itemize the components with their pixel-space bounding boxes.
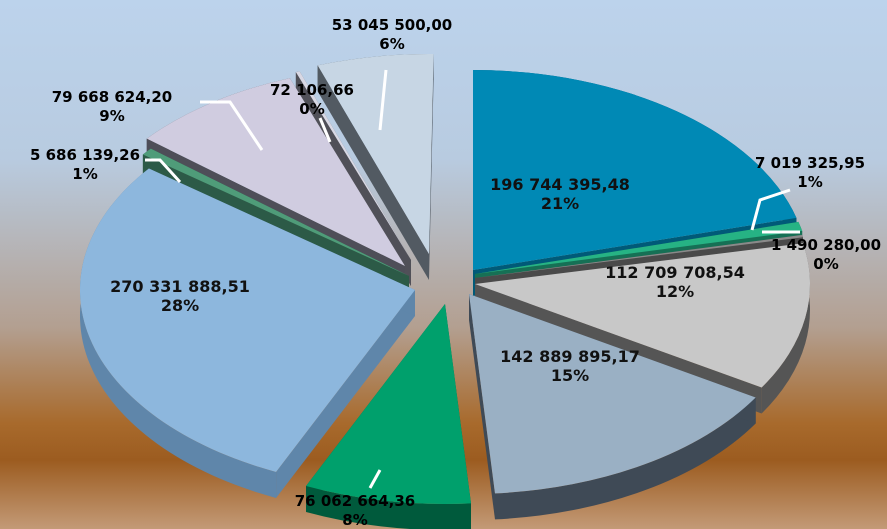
slice-value-label: 53 045 500,00 <box>332 16 453 34</box>
slice-value-label: 270 331 888,51 <box>110 277 250 296</box>
slice-percent-label: 1% <box>797 173 822 191</box>
slice-value-label: 196 744 395,48 <box>490 175 630 194</box>
slice-value-label: 142 889 895,17 <box>500 347 640 366</box>
leader-line <box>378 69 388 131</box>
slice-value-label: 79 668 624,20 <box>52 88 173 106</box>
pie-slice-wall <box>429 54 434 280</box>
leader-line <box>200 100 264 151</box>
slice-percent-label: 0% <box>299 100 324 118</box>
leader-line <box>368 469 382 489</box>
leader-line <box>145 158 182 184</box>
pie-slice <box>142 148 409 276</box>
slice-value-label: 1 490 280,00 <box>771 236 881 254</box>
leader-line <box>318 117 332 143</box>
slice-value-label: 76 062 664,36 <box>295 492 416 510</box>
slice-value-label: 7 019 325,95 <box>755 154 865 172</box>
slice-value-label: 5 686 139,26 <box>30 146 140 164</box>
slice-percent-label: 15% <box>551 366 589 385</box>
pie-slice <box>295 71 411 261</box>
pie-slice <box>146 78 405 266</box>
slice-percent-label: 9% <box>99 107 124 125</box>
pie-slice-wall <box>469 294 495 520</box>
slice-percent-label: 28% <box>161 296 199 315</box>
pie-slice <box>79 168 415 472</box>
pie-slice <box>475 234 803 278</box>
slice-percent-label: 8% <box>342 511 367 529</box>
pie-slice <box>317 54 434 254</box>
slice-value-label: 72 106,66 <box>270 81 354 99</box>
pie-slice <box>306 304 471 505</box>
leader-line <box>750 188 791 231</box>
slice-percent-label: 1% <box>72 165 97 183</box>
slice-percent-label: 6% <box>379 35 404 53</box>
pie-slice <box>475 221 803 274</box>
pie-slice <box>469 294 756 494</box>
pie-slice-side <box>79 168 277 498</box>
pie-slice-wall <box>317 65 429 281</box>
slice-percent-label: 21% <box>541 194 579 213</box>
pie-slice-side <box>306 485 471 529</box>
slice-value-label: 112 709 708,54 <box>605 263 745 282</box>
pie-slice-side <box>494 397 756 520</box>
slice-percent-label: 0% <box>813 255 838 273</box>
pie-slice <box>473 70 797 270</box>
pie-slice <box>475 243 810 388</box>
pie-slice-wall <box>276 290 415 498</box>
slice-percent-label: 12% <box>656 282 694 301</box>
